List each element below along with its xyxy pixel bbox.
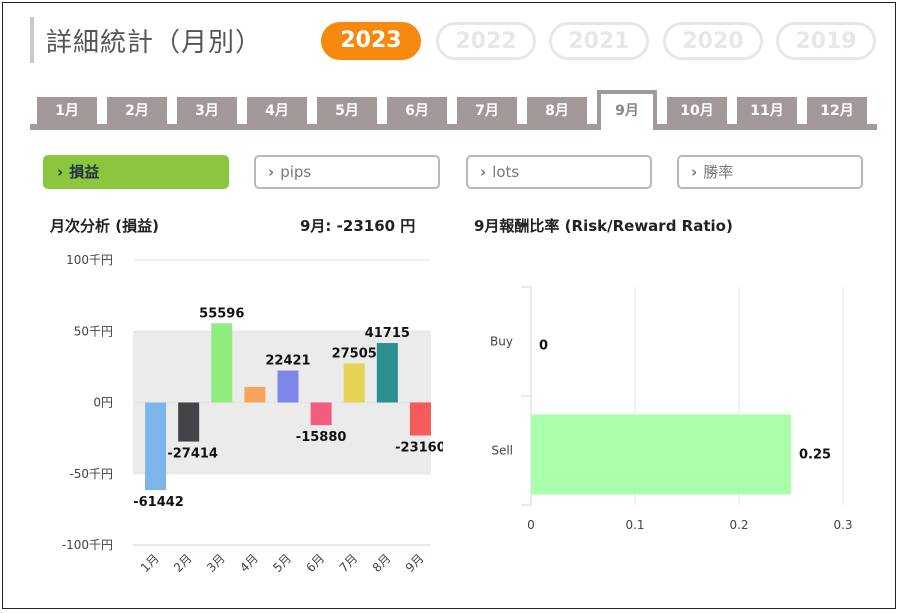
- x-tick-label: 3月: [204, 551, 228, 575]
- page-title: 詳細統計（月別）: [46, 28, 263, 58]
- monthly-pnl-chart: 100千円 50千円 0円 -50千円 -100千円 -61442 1月 -27414 2月 55…: [62, 253, 443, 575]
- data-label: -61442: [133, 495, 184, 510]
- bar-9月: [409, 402, 431, 436]
- y-tick-label: 50千円: [74, 324, 113, 338]
- month-tab-2[interactable]: 2月: [107, 97, 167, 125]
- y-tick-label: -50千円: [69, 467, 113, 481]
- x-tick-label: 7月: [337, 551, 361, 575]
- data-label: 0: [539, 339, 548, 354]
- data-label: 41715: [365, 326, 410, 341]
- chevron-right-icon: ›: [57, 163, 64, 181]
- category-label: Buy: [490, 335, 513, 349]
- month-tab-9[interactable]: 9月: [597, 90, 657, 130]
- pips-button[interactable]: › pips: [254, 155, 440, 189]
- x-tick-label: 0: [527, 518, 535, 532]
- bar-5月: [277, 370, 299, 403]
- x-tick-label: 9月: [403, 551, 427, 575]
- lots-button[interactable]: › lots: [466, 155, 652, 189]
- x-tick-label: 4月: [237, 551, 261, 575]
- x-tick-label: 2月: [171, 551, 195, 575]
- year-button-2021[interactable]: 2021: [549, 22, 649, 60]
- bar-8月: [376, 343, 398, 403]
- month-tab-7[interactable]: 7月: [457, 97, 517, 125]
- y-tick-label: 100千円: [66, 253, 113, 267]
- year-button-2023[interactable]: 2023: [321, 22, 421, 60]
- metric-label: 勝率: [703, 163, 734, 181]
- profit-loss-button[interactable]: › 損益: [43, 155, 229, 189]
- metric-label: 損益: [69, 163, 100, 181]
- bar-7月: [343, 363, 365, 403]
- x-tick-label: 0.1: [625, 518, 644, 532]
- x-tick-label: 1月: [138, 551, 162, 575]
- data-label: 55596: [199, 306, 244, 321]
- chevron-right-icon: ›: [268, 163, 275, 181]
- chevron-right-icon: ›: [691, 163, 698, 181]
- month-summary: 9月: -23160 円: [300, 217, 416, 235]
- metric-label: lots: [492, 163, 520, 181]
- title-accent-bar: [30, 17, 34, 63]
- category-label: Sell: [491, 444, 513, 458]
- month-tab-strip: [30, 124, 877, 130]
- data-label: 0.25: [799, 448, 831, 463]
- year-button-2020[interactable]: 2020: [663, 22, 763, 60]
- month-tab-6[interactable]: 6月: [387, 97, 447, 125]
- x-tick-label: 6月: [303, 551, 327, 575]
- bar-2月: [178, 402, 200, 442]
- risk-reward-chart: 0 0.1 0.2 0.3 Buy 0 Sell 0.25: [490, 286, 853, 532]
- data-label: -27414: [167, 447, 218, 462]
- year-button-2019[interactable]: 2019: [776, 22, 876, 60]
- month-tab-11[interactable]: 11月: [737, 97, 797, 125]
- bar-4月: [244, 386, 266, 403]
- data-label: 22421: [265, 354, 310, 369]
- x-tick-label: 5月: [270, 551, 294, 575]
- data-label: -15880: [296, 430, 347, 445]
- bar-Sell: [531, 414, 791, 495]
- year-button-2022[interactable]: 2022: [436, 22, 536, 60]
- bar-3月: [211, 323, 233, 403]
- x-tick-label: 0.3: [833, 518, 852, 532]
- bar-1月: [145, 402, 167, 491]
- month-tab-1[interactable]: 1月: [37, 97, 97, 125]
- metric-label: pips: [280, 163, 312, 181]
- left-chart-heading: 月次分析 (損益): [50, 217, 159, 235]
- chevron-right-icon: ›: [480, 163, 487, 181]
- x-tick-label: 0.2: [729, 518, 748, 532]
- y-tick-label: 0円: [93, 396, 113, 410]
- x-tick-label: 8月: [370, 551, 394, 575]
- month-tab-5[interactable]: 5月: [317, 97, 377, 125]
- data-label: -23160: [395, 441, 443, 456]
- y-tick-label: -100千円: [62, 538, 113, 552]
- right-chart-heading: 9月報酬比率 (Risk/Reward Ratio): [474, 217, 733, 235]
- data-label: 27505: [332, 346, 377, 361]
- bar-6月: [310, 402, 332, 426]
- month-tab-12[interactable]: 12月: [807, 97, 867, 125]
- month-tab-4[interactable]: 4月: [247, 97, 307, 125]
- month-tab-8[interactable]: 8月: [527, 97, 587, 125]
- month-tab-3[interactable]: 3月: [177, 97, 237, 125]
- month-tab-10[interactable]: 10月: [667, 97, 727, 125]
- win-rate-button[interactable]: › 勝率: [677, 155, 863, 189]
